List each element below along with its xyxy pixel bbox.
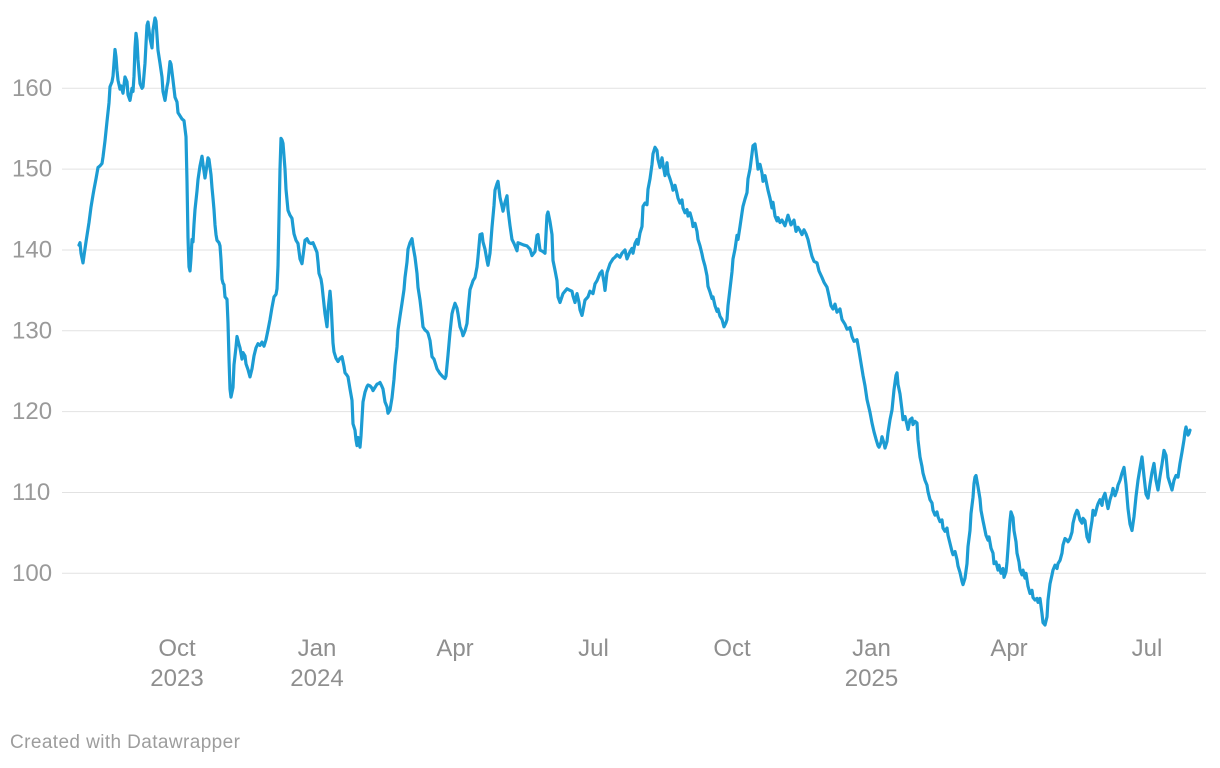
x-tick-label-4: Oct	[713, 635, 751, 662]
x-tick-label-5: Jan	[852, 635, 891, 662]
y-tick-label-110: 110	[12, 479, 50, 506]
y-tick-label-150: 150	[12, 156, 52, 183]
x-tick-year-0: 2023	[150, 665, 203, 692]
y-tick-label-140: 140	[12, 236, 52, 263]
series-line-value	[77, 16, 1192, 627]
x-tick-label-7: Jul	[1132, 635, 1163, 662]
x-tick-label-3: Jul	[578, 635, 609, 662]
x-tick-label-6: Apr	[990, 635, 1027, 662]
x-tick-label-2: Apr	[436, 635, 473, 662]
x-tick-label-0: Oct	[158, 635, 196, 662]
datawrapper-credit: Created with Datawrapper	[10, 732, 241, 753]
y-tick-label-130: 130	[12, 317, 52, 344]
y-tick-label-120: 120	[12, 398, 52, 425]
x-tick-year-1: 2024	[290, 665, 343, 692]
x-tick-year-5: 2025	[845, 665, 898, 692]
y-tick-label-160: 160	[12, 75, 52, 102]
x-tick-label-1: Jan	[298, 635, 337, 662]
y-tick-label-100: 100	[12, 560, 52, 587]
